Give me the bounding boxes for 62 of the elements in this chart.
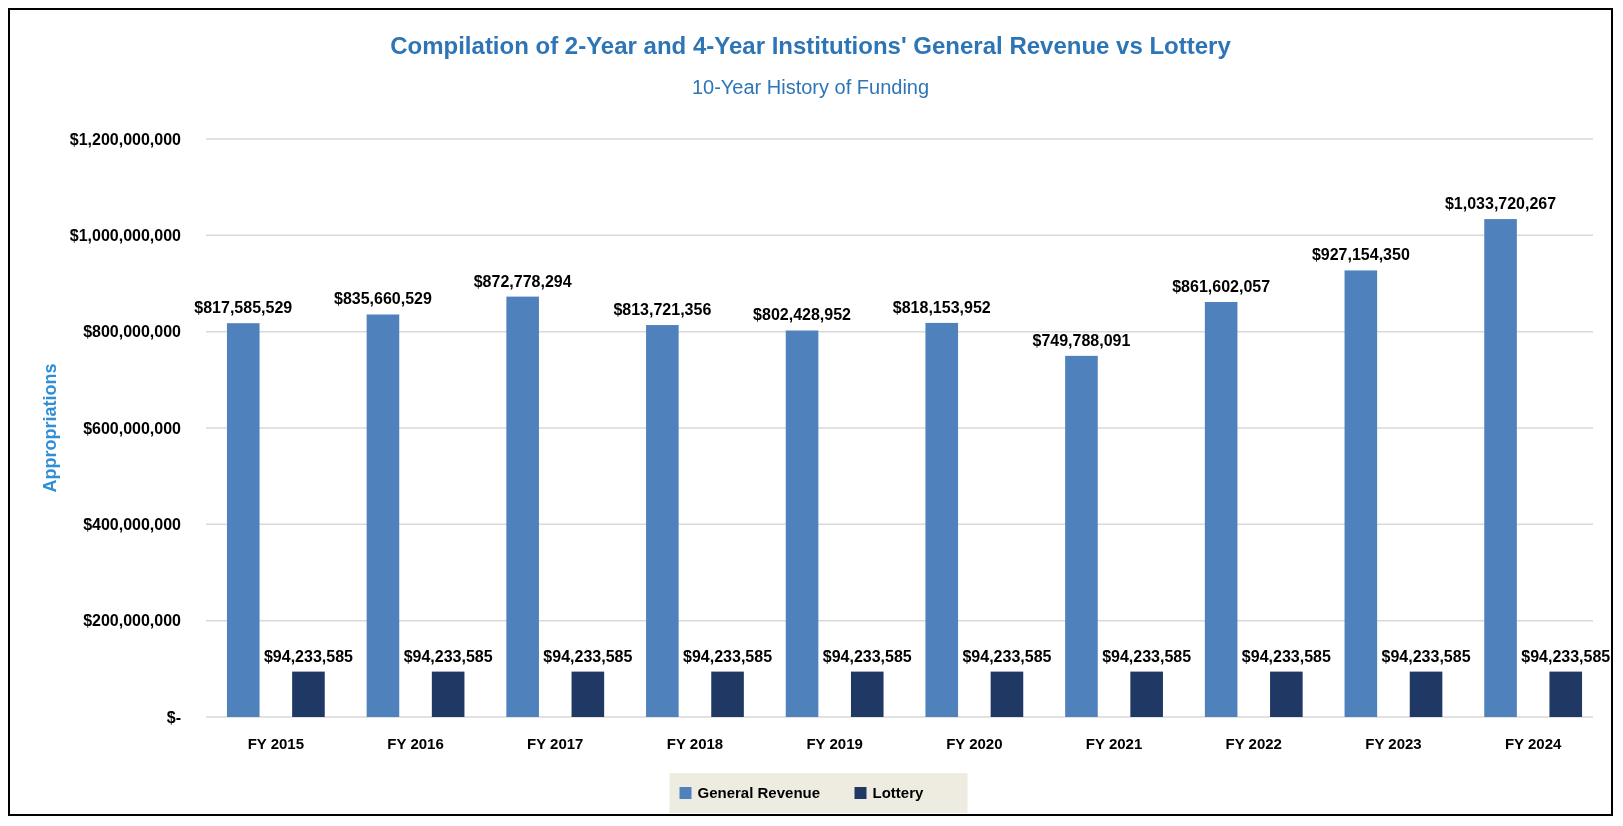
y-tick-label: $800,000,000 (83, 323, 182, 341)
y-axis-title: Appropriations (40, 363, 60, 493)
data-label: $835,660,529 (334, 290, 432, 308)
bar (1130, 671, 1163, 717)
bar (366, 314, 400, 717)
y-tick-label: $200,000,000 (83, 612, 182, 630)
chart-title: Compilation of 2-Year and 4-Year Institutions' General Revenue vs Lottery (390, 32, 1232, 59)
bar (506, 296, 539, 717)
bar (1409, 671, 1443, 717)
data-label: $94,233,585 (1102, 647, 1192, 665)
x-tick-label: FY 2017 (527, 735, 584, 752)
x-tick-label: FY 2023 (1365, 735, 1422, 752)
data-label: $813,721,356 (613, 301, 712, 319)
data-label: $94,233,585 (822, 647, 912, 665)
x-tick-label: FY 2021 (1085, 735, 1143, 752)
legend-label: General Revenue (697, 784, 821, 802)
data-label: $927,154,350 (1311, 246, 1410, 264)
bar (850, 671, 884, 717)
data-label: $94,233,585 (403, 647, 493, 665)
x-tick-label: FY 2020 (946, 735, 1003, 752)
y-tick-label: $1,000,000,000 (69, 226, 182, 244)
bar (1065, 355, 1098, 717)
bar (292, 671, 325, 717)
data-label: $94,233,585 (1521, 647, 1611, 665)
data-label: $802,428,952 (753, 306, 852, 324)
bar (226, 323, 260, 717)
y-tick-label: $- (166, 708, 181, 726)
x-tick-label: FY 2019 (806, 735, 863, 752)
x-tick-label: FY 2024 (1504, 735, 1563, 752)
x-tick-label: FY 2016 (387, 735, 444, 752)
bar (1484, 219, 1517, 717)
data-label: $94,233,585 (543, 647, 633, 665)
legend-label: Lottery (872, 784, 924, 802)
y-tick-label: $400,000,000 (83, 515, 182, 533)
data-label: $94,233,585 (1241, 647, 1331, 665)
data-label: $861,602,057 (1172, 277, 1271, 295)
bar (1270, 671, 1303, 717)
chart-subtitle: 10-Year History of Funding (691, 76, 930, 98)
data-label: $94,233,585 (962, 647, 1052, 665)
data-label: $94,233,585 (1381, 647, 1471, 665)
data-label: $94,233,585 (683, 647, 773, 665)
bar (646, 325, 679, 717)
bar (990, 671, 1024, 717)
x-tick-label: FY 2022 (1225, 735, 1282, 752)
bar (1204, 302, 1238, 717)
y-tick-label: $600,000,000 (83, 419, 182, 437)
bar (785, 330, 819, 717)
data-label: $872,778,294 (473, 272, 572, 290)
x-tick-label: FY 2015 (247, 735, 305, 752)
bar (1344, 270, 1378, 717)
bar (711, 671, 744, 717)
bar (925, 322, 959, 717)
bar (431, 671, 465, 717)
data-label: $1,033,720,267 (1444, 195, 1557, 213)
bar (1549, 671, 1583, 717)
data-label: $94,233,585 (263, 647, 354, 665)
x-tick-label: FY 2018 (666, 735, 724, 752)
data-label: $817,585,529 (194, 299, 293, 317)
data-label: $749,788,091 (1032, 331, 1131, 349)
bar (571, 671, 605, 717)
data-label: $818,153,952 (892, 298, 991, 316)
y-tick-label: $1,200,000,000 (69, 130, 182, 148)
